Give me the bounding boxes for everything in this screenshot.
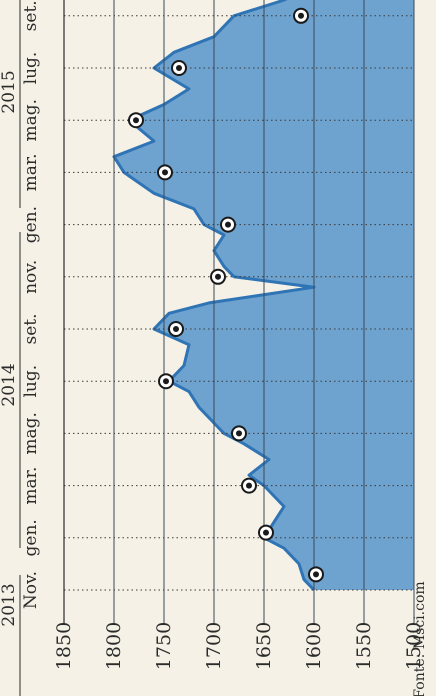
year-label: 2014 bbox=[0, 363, 19, 406]
month-label: mar. bbox=[21, 467, 41, 505]
value-tick-label: 1850 bbox=[53, 622, 75, 670]
marker-dot bbox=[313, 571, 319, 578]
value-tick-label: 1800 bbox=[103, 622, 125, 670]
value-tick-label: 1750 bbox=[153, 622, 175, 670]
month-label: gen. bbox=[21, 206, 41, 243]
marker-dot bbox=[236, 430, 242, 437]
month-label: Nov. bbox=[21, 571, 41, 609]
month-label: mag. bbox=[21, 412, 41, 455]
month-label: gen. bbox=[21, 519, 41, 556]
marker-dot bbox=[173, 326, 179, 332]
marker-dot bbox=[133, 117, 139, 124]
month-label: set. bbox=[21, 0, 41, 31]
source-label: Fonte: Msci.com bbox=[412, 581, 428, 696]
year-label: 2015 bbox=[0, 70, 19, 113]
value-tick-label: 1500 bbox=[403, 622, 425, 670]
marker-dot bbox=[298, 12, 304, 19]
month-label: mar. bbox=[21, 153, 41, 191]
month-label: lug. bbox=[21, 365, 41, 398]
year-label: 2013 bbox=[0, 583, 19, 626]
marker-dot bbox=[162, 169, 168, 176]
month-label: set. bbox=[21, 313, 41, 344]
marker-dot bbox=[263, 529, 269, 536]
marker-dot bbox=[215, 273, 221, 280]
value-tick-label: 1600 bbox=[303, 622, 325, 670]
month-label: mag. bbox=[21, 99, 41, 142]
marker-dot bbox=[225, 221, 231, 228]
month-label: nov. bbox=[21, 260, 41, 294]
marker-dot bbox=[246, 482, 252, 489]
value-tick-label: 1700 bbox=[203, 622, 225, 670]
plot-area bbox=[63, 0, 415, 625]
marker-dot bbox=[176, 65, 182, 71]
marker-dot bbox=[163, 378, 169, 385]
value-tick-label: 1550 bbox=[353, 622, 375, 670]
value-tick-label: 1650 bbox=[253, 622, 275, 670]
series-line bbox=[112, 0, 316, 592]
month-label: lug. bbox=[21, 52, 41, 85]
